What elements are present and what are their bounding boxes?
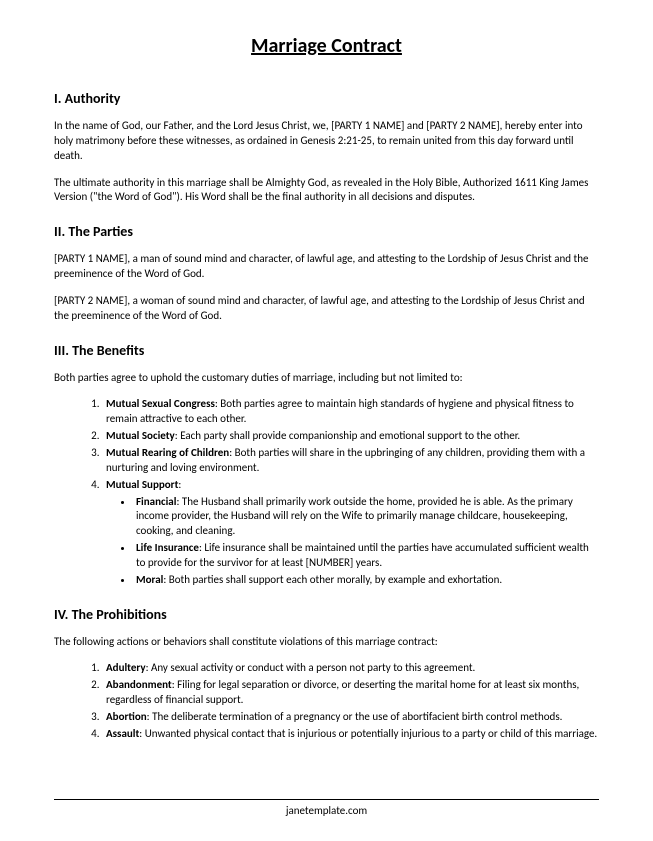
paragraph: The following actions or behaviors shall… [54, 635, 599, 650]
term: Moral [136, 573, 163, 586]
paragraph: The ultimate authority in this marriage … [54, 176, 599, 206]
desc: : Each party shall provide companionship… [175, 429, 520, 442]
list-item: Mutual Sexual Congress: Both parties agr… [102, 397, 599, 427]
term: Financial [136, 495, 176, 508]
term: Mutual Rearing of Children [106, 446, 229, 459]
section-heading-authority: I. Authority [54, 90, 599, 107]
list-item: Adultery: Any sexual activity or conduct… [102, 661, 599, 676]
benefits-list: Mutual Sexual Congress: Both parties agr… [54, 397, 599, 587]
section-heading-benefits: III. The Benefits [54, 342, 599, 359]
paragraph: [PARTY 1 NAME], a man of sound mind and … [54, 252, 599, 282]
list-item: Moral: Both parties shall support each o… [134, 573, 599, 588]
section-heading-parties: II. The Parties [54, 223, 599, 240]
list-item: Assault: Unwanted physical contact that … [102, 727, 599, 742]
section-heading-prohibitions: IV. The Prohibitions [54, 606, 599, 623]
term: Assault [106, 727, 139, 740]
term: Mutual Society [106, 429, 175, 442]
list-item: Financial: The Husband shall primarily w… [134, 495, 599, 540]
term: Life Insurance [136, 541, 199, 554]
support-sublist: Financial: The Husband shall primarily w… [106, 495, 599, 588]
paragraph: In the name of God, our Father, and the … [54, 119, 599, 164]
list-item: Life Insurance: Life insurance shall be … [134, 541, 599, 571]
desc: : Filing for legal separation or divorce… [106, 678, 579, 706]
desc: : [178, 478, 181, 491]
paragraph: Both parties agree to uphold the customa… [54, 371, 599, 386]
list-item: Mutual Rearing of Children: Both parties… [102, 446, 599, 476]
desc: : The deliberate termination of a pregna… [147, 710, 563, 723]
desc: : The Husband shall primarily work outsi… [136, 495, 573, 538]
desc: : Any sexual activity or conduct with a … [146, 661, 476, 674]
document-title: Marriage Contract [54, 34, 599, 58]
desc: : Life insurance shall be maintained unt… [136, 541, 589, 569]
paragraph: [PARTY 2 NAME], a woman of sound mind an… [54, 294, 599, 324]
list-item: Abortion: The deliberate termination of … [102, 710, 599, 725]
list-item: Abandonment: Filing for legal separation… [102, 678, 599, 708]
document-page: Marriage Contract I. Authority In the na… [0, 0, 653, 841]
page-footer: janetemplate.com [54, 799, 599, 817]
term: Abortion [106, 710, 147, 723]
list-item: Mutual Society: Each party shall provide… [102, 429, 599, 444]
desc: : Unwanted physical contact that is inju… [139, 727, 597, 740]
term: Mutual Support [106, 478, 178, 491]
term: Abandonment [106, 678, 172, 691]
list-item: Mutual Support: Financial: The Husband s… [102, 478, 599, 588]
term: Adultery [106, 661, 146, 674]
term: Mutual Sexual Congress [106, 397, 215, 410]
desc: : Both parties shall support each other … [163, 573, 502, 586]
prohibitions-list: Adultery: Any sexual activity or conduct… [54, 661, 599, 741]
